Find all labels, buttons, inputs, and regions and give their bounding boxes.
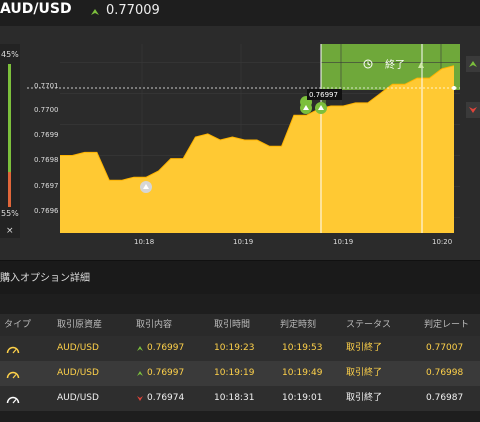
y-tick-label: 0.7697 bbox=[34, 182, 59, 190]
gauge-icon bbox=[6, 386, 20, 422]
high-percentage: 45% bbox=[1, 50, 19, 59]
asset-cell: AUD/USD bbox=[57, 368, 99, 378]
details-header-bar bbox=[0, 260, 480, 294]
header-judge-rate: 判定レート bbox=[424, 320, 470, 330]
price-tooltip-box bbox=[307, 89, 342, 100]
judge-time-cell: 10:19:01 bbox=[282, 393, 323, 403]
gauge-icon bbox=[6, 361, 20, 397]
sentiment-gauge: 45% 55% × bbox=[0, 44, 20, 238]
header-bar bbox=[0, 0, 480, 26]
trade-marker[interactable] bbox=[315, 102, 327, 114]
judge-time-cell: 10:19:53 bbox=[282, 343, 323, 353]
up-arrow-icon bbox=[136, 336, 144, 372]
trade-marker-closed[interactable] bbox=[140, 181, 152, 193]
expiry-label: 終了 bbox=[385, 58, 405, 71]
current-price-point bbox=[452, 86, 456, 90]
header-asset: 取引原資産 bbox=[57, 320, 103, 330]
status-cell: 取引終了 bbox=[346, 368, 383, 378]
header-judge-time: 判定時刻 bbox=[280, 320, 317, 330]
rate-cell: 0.76997 bbox=[147, 343, 185, 353]
rate-cell: 0.76997 bbox=[147, 368, 185, 378]
price-chart: 終了 0.76997 bbox=[27, 44, 460, 233]
status-cell: 取引終了 bbox=[346, 343, 383, 353]
purchase-details-title: 購入オプション詳細 bbox=[0, 273, 90, 284]
currency-pair-title: AUD/USD bbox=[0, 1, 72, 17]
current-price: 0.77009 bbox=[90, 1, 160, 20]
judge-rate-cell: 0.76987 bbox=[426, 393, 464, 403]
header-type: タイプ bbox=[4, 320, 32, 330]
low-percentage: 55% bbox=[1, 209, 19, 218]
header-status: ステータス bbox=[346, 320, 392, 330]
header-time: 取引時間 bbox=[214, 320, 251, 330]
current-price-value: 0.77009 bbox=[106, 2, 160, 18]
header-content: 取引内容 bbox=[136, 320, 173, 330]
trades-table: タイプ 取引原資産 取引内容 取引時間 判定時刻 ステータス 判定レート AUD… bbox=[0, 314, 480, 411]
x-tick-label: 10:18 bbox=[134, 238, 155, 246]
y-tick-label: 0.7699 bbox=[34, 131, 59, 139]
asset-cell: AUD/USD bbox=[57, 393, 99, 403]
judge-rate-cell: 0.77007 bbox=[426, 343, 464, 353]
time-cell: 10:19:19 bbox=[214, 368, 255, 378]
table-header-row: タイプ 取引原資産 取引内容 取引時間 判定時刻 ステータス 判定レート bbox=[0, 314, 480, 336]
trade-marker[interactable] bbox=[300, 96, 313, 114]
down-arrow-icon bbox=[136, 386, 144, 422]
up-arrow-icon bbox=[136, 361, 144, 397]
gauge-icon bbox=[6, 336, 20, 372]
close-icon[interactable]: × bbox=[6, 226, 14, 236]
status-cell: 取引終了 bbox=[346, 393, 383, 403]
up-arrow-icon bbox=[469, 61, 477, 67]
x-tick-label: 10:20 bbox=[432, 238, 453, 246]
asset-cell: AUD/USD bbox=[57, 343, 99, 353]
table-row[interactable]: AUD/USD 0.76974 10:18:31 10:19:01 取引終了 0… bbox=[0, 386, 480, 411]
rate-cell: 0.76974 bbox=[147, 393, 185, 403]
clock-icon bbox=[363, 59, 373, 69]
price-area bbox=[60, 65, 454, 233]
y-tick-label: 0.7698 bbox=[34, 156, 59, 164]
table-row[interactable]: AUD/USD 0.76997 10:19:19 10:19:49 取引終了 0… bbox=[0, 361, 480, 386]
judge-rate-cell: 0.76998 bbox=[426, 368, 464, 378]
y-tick-label: 0.7696 bbox=[34, 207, 59, 215]
up-sentiment-bar bbox=[8, 64, 11, 172]
price-line bbox=[60, 65, 455, 181]
time-cell: 10:18:31 bbox=[214, 393, 255, 403]
time-cell: 10:19:23 bbox=[214, 343, 255, 353]
down-arrow-icon bbox=[469, 107, 477, 113]
y-tick-label: 0.7701 bbox=[34, 82, 59, 90]
table-row[interactable]: AUD/USD 0.76997 10:19:23 10:19:53 取引終了 0… bbox=[0, 336, 480, 361]
up-arrow-icon bbox=[90, 1, 100, 20]
judge-time-cell: 10:19:49 bbox=[282, 368, 323, 378]
x-tick-label: 10:19 bbox=[333, 238, 354, 246]
up-arrow-icon bbox=[418, 62, 424, 68]
down-sentiment-bar bbox=[8, 172, 11, 207]
price-tooltip: 0.76997 bbox=[309, 91, 338, 99]
y-tick-label: 0.7700 bbox=[34, 106, 59, 114]
low-side-button[interactable] bbox=[466, 102, 480, 118]
x-tick-label: 10:19 bbox=[233, 238, 254, 246]
high-side-button[interactable] bbox=[466, 56, 480, 72]
